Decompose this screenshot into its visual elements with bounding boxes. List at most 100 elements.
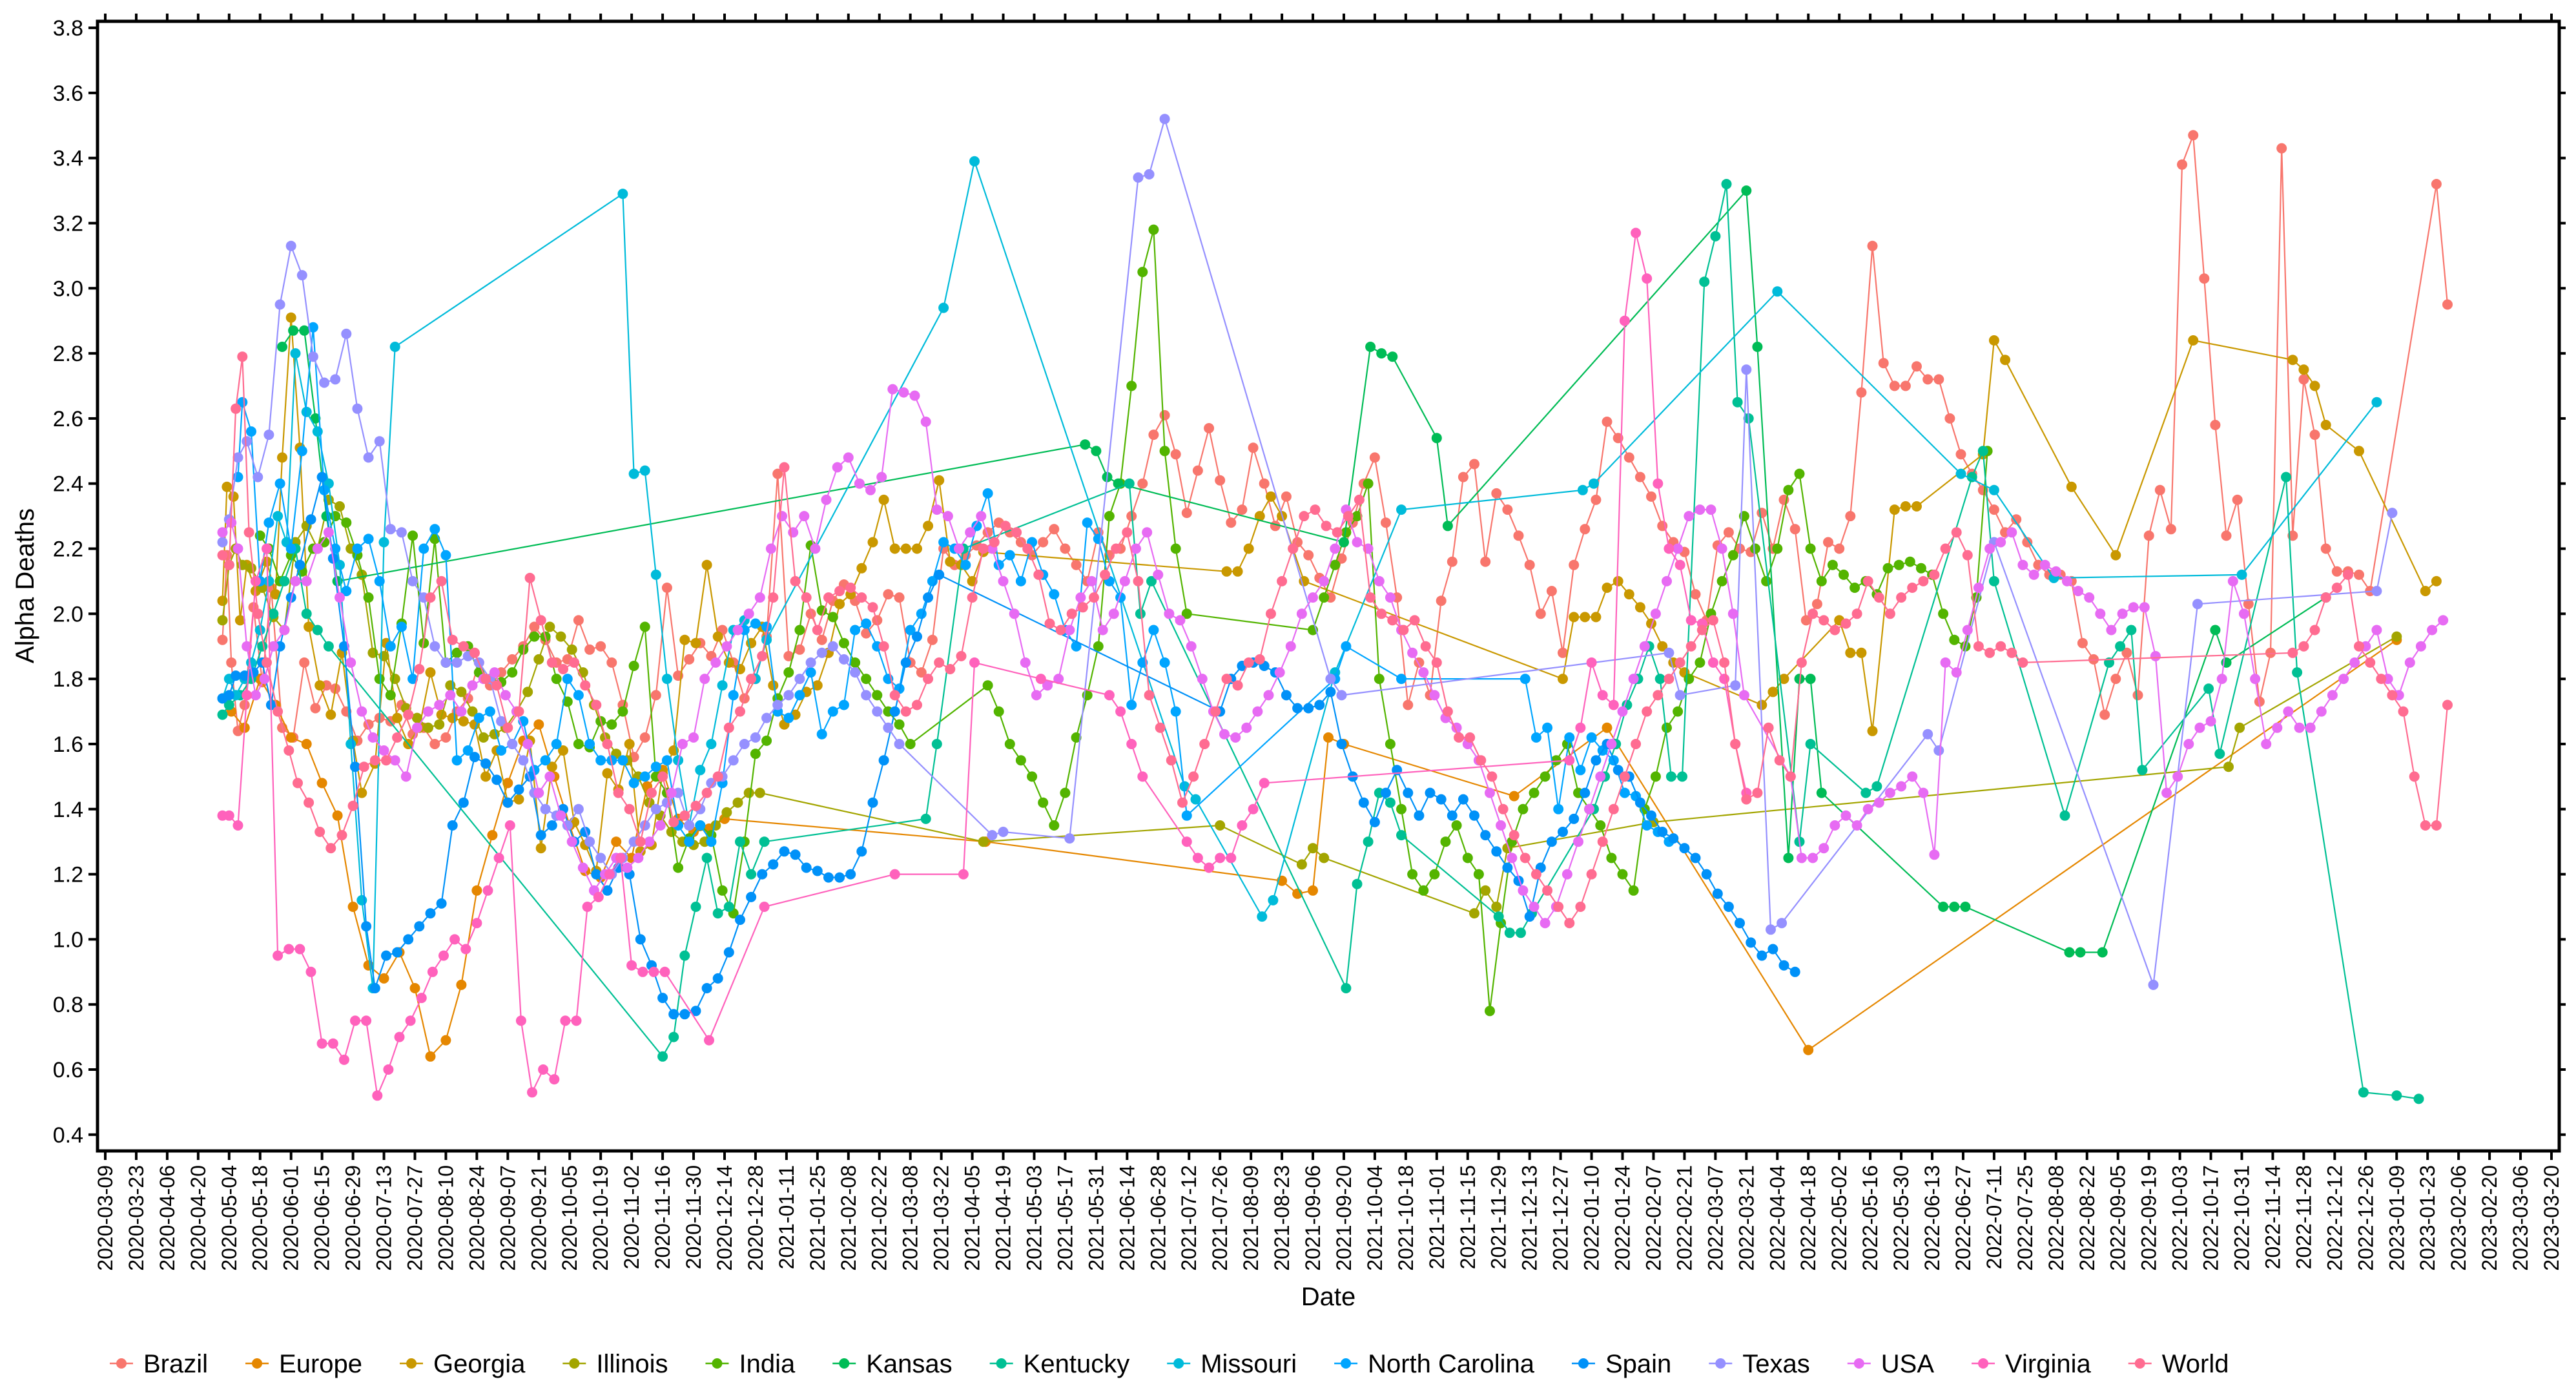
data-point	[783, 712, 794, 723]
data-point	[217, 527, 228, 538]
x-tick-label: 2021-10-04	[1363, 1165, 1386, 1271]
data-point	[1436, 595, 1447, 606]
data-point	[1938, 608, 1949, 619]
data-point	[1973, 641, 1984, 652]
data-point	[750, 732, 761, 743]
data-point	[1451, 820, 1462, 831]
data-point	[931, 739, 942, 749]
data-point	[1204, 862, 1215, 873]
data-point	[754, 592, 765, 603]
data-point	[513, 706, 524, 717]
data-point	[743, 787, 754, 798]
data-point	[222, 481, 232, 492]
x-tick-label: 2021-03-22	[930, 1165, 953, 1271]
data-point	[378, 537, 389, 548]
data-point	[661, 674, 672, 685]
data-point	[1938, 902, 1949, 912]
y-tick-label: 1.8	[53, 667, 83, 692]
data-point	[316, 778, 327, 789]
data-point	[889, 706, 900, 717]
data-point	[1634, 471, 1645, 482]
data-point	[684, 836, 695, 847]
legend: Brazil Europe Georgia Illinois India Kansas Ke…	[110, 1350, 2229, 1378]
data-point	[905, 625, 916, 636]
data-point	[1060, 543, 1071, 554]
x-tick-label: 2022-09-19	[2138, 1165, 2161, 1271]
data-point	[1033, 569, 1044, 580]
data-point	[1181, 836, 1192, 847]
data-point	[735, 664, 745, 674]
data-point	[628, 468, 639, 479]
data-point	[243, 527, 254, 538]
data-point	[2409, 771, 2420, 782]
data-point	[1988, 484, 1999, 495]
data-point	[845, 583, 856, 593]
data-point	[1396, 504, 1406, 515]
series-usa	[217, 384, 2449, 929]
data-point	[723, 722, 734, 733]
data-point	[655, 820, 666, 831]
data-point	[584, 836, 595, 847]
data-point	[1153, 569, 1164, 580]
data-point	[217, 634, 228, 645]
data-point	[613, 787, 624, 798]
data-point	[1628, 674, 1639, 685]
data-point	[861, 674, 872, 685]
data-point	[445, 690, 456, 701]
data-point	[405, 1015, 416, 1026]
data-point	[2205, 716, 2216, 727]
data-point	[2161, 787, 2172, 798]
data-point	[2000, 355, 2010, 366]
data-point	[407, 674, 418, 685]
data-point	[717, 680, 728, 691]
data-point	[2309, 429, 2320, 440]
data-point	[934, 569, 945, 580]
data-point	[1277, 575, 1288, 586]
data-point	[242, 436, 252, 447]
data-point	[217, 595, 228, 606]
data-point	[1580, 612, 1591, 623]
data-point	[1336, 553, 1347, 564]
data-point	[712, 908, 723, 919]
data-point	[1259, 778, 1270, 789]
data-point	[666, 787, 677, 798]
data-point	[1060, 787, 1071, 798]
data-point	[2006, 527, 2017, 538]
data-point	[1254, 654, 1265, 665]
data-point	[301, 608, 312, 619]
data-point	[1665, 771, 1676, 782]
data-point	[1288, 543, 1299, 554]
legend-swatch	[569, 1358, 580, 1369]
data-point	[330, 374, 341, 385]
data-point	[2376, 674, 2387, 685]
data-point	[569, 657, 580, 668]
data-point	[496, 716, 507, 727]
data-point	[900, 657, 911, 668]
data-point	[2243, 599, 2254, 610]
data-point	[2431, 179, 2442, 189]
data-point	[502, 722, 513, 733]
data-point	[440, 657, 451, 668]
data-point	[1254, 511, 1265, 522]
data-point	[1884, 787, 1895, 798]
data-point	[805, 667, 816, 678]
data-point	[491, 774, 502, 785]
data-point	[684, 820, 695, 831]
data-point	[969, 156, 980, 167]
data-point	[2183, 739, 2194, 749]
data-point	[688, 732, 699, 743]
data-point	[1575, 722, 1586, 733]
x-tick-label: 2020-07-13	[373, 1165, 396, 1271]
data-point	[1226, 517, 1237, 528]
data-point	[502, 778, 513, 789]
x-tick-label: 2022-04-04	[1766, 1165, 1789, 1271]
data-point	[283, 944, 294, 955]
data-point	[622, 862, 633, 873]
data-point	[801, 592, 812, 603]
data-point	[1385, 592, 1396, 603]
data-point	[872, 690, 883, 701]
data-point	[743, 608, 754, 619]
data-point	[330, 511, 341, 522]
data-point	[456, 687, 467, 698]
data-point	[332, 810, 343, 821]
